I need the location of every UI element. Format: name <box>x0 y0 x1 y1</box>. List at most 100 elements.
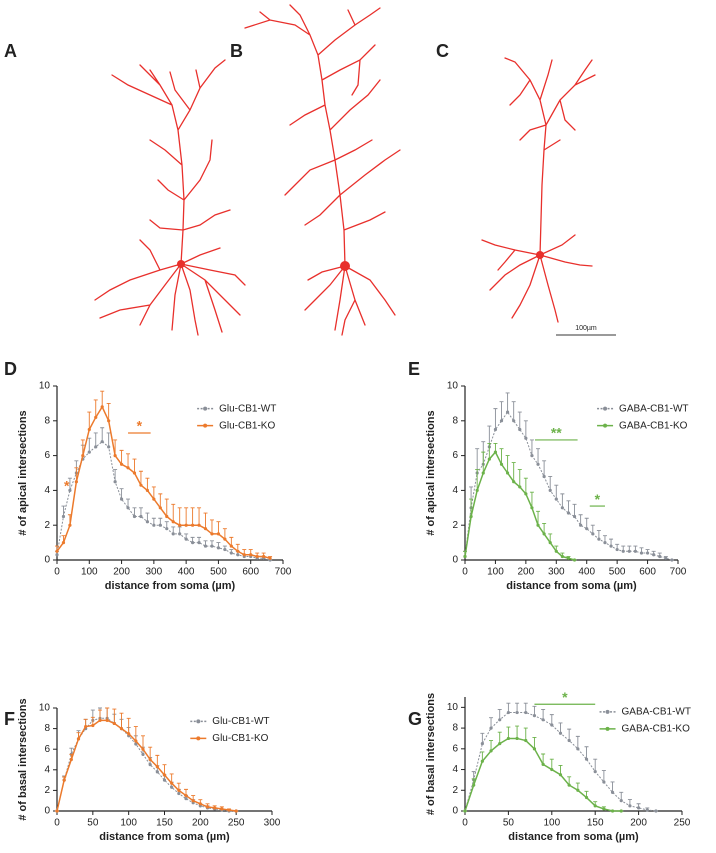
error-bar <box>119 449 124 465</box>
error-bar <box>98 709 102 721</box>
data-point <box>579 523 583 527</box>
y-tick-label: 10 <box>39 703 51 714</box>
data-point <box>126 506 130 510</box>
error-bar <box>517 411 522 430</box>
error-bar <box>489 717 494 729</box>
panel-label: G <box>408 709 422 729</box>
significance-marker: ** <box>551 425 562 441</box>
y-tick-label: 4 <box>452 764 458 775</box>
error-bar <box>489 740 494 751</box>
error-bar <box>566 500 571 514</box>
error-bar <box>87 437 92 453</box>
legend-label: GABA-CB1-KO <box>622 723 691 734</box>
data-point <box>171 532 175 536</box>
legend-marker <box>196 736 201 741</box>
y-tick-label: 4 <box>44 485 50 496</box>
error-bar <box>572 503 577 517</box>
data-point <box>541 762 545 766</box>
data-point <box>223 547 227 552</box>
data-point <box>107 419 111 423</box>
error-bar <box>536 448 541 465</box>
data-point <box>560 554 564 559</box>
data-point <box>481 471 485 475</box>
data-point <box>191 523 195 527</box>
data-point <box>191 541 195 545</box>
data-point <box>213 806 217 810</box>
error-bar <box>511 462 516 482</box>
x-tick-label: 150 <box>156 818 173 829</box>
legend-marker <box>603 423 608 428</box>
data-point <box>567 783 571 787</box>
data-point <box>487 457 491 461</box>
data-point <box>234 809 238 813</box>
data-point <box>530 506 534 510</box>
y-axis-label: # of apical intersections <box>17 410 29 535</box>
error-bar <box>145 477 150 491</box>
x-tick-label: 0 <box>462 818 468 829</box>
x-tick-label: 200 <box>192 818 209 829</box>
x-axis-label: distance from soma (µm) <box>99 831 230 843</box>
error-bar <box>542 460 547 477</box>
error-bar <box>523 420 528 439</box>
data-point <box>112 721 116 726</box>
data-point <box>184 537 188 541</box>
y-tick-label: 6 <box>44 450 50 461</box>
data-point <box>177 791 181 796</box>
data-point <box>524 492 528 496</box>
data-point <box>81 454 85 458</box>
error-bar <box>119 712 124 729</box>
legend-label: Glu-CB1-KO <box>219 420 275 431</box>
data-point <box>480 742 484 746</box>
y-tick-label: 0 <box>44 555 50 566</box>
x-tick-label: 700 <box>275 567 292 578</box>
error-bar <box>497 731 502 744</box>
error-bar <box>560 493 565 508</box>
legend-marker <box>203 423 208 428</box>
data-point <box>262 554 266 559</box>
error-bar <box>106 402 111 421</box>
data-point <box>566 556 571 560</box>
x-tick-label: 250 <box>674 818 691 829</box>
error-bar <box>148 746 153 760</box>
error-bar <box>164 498 169 517</box>
y-tick-label: 0 <box>452 806 458 817</box>
data-point <box>645 808 649 812</box>
data-point <box>532 747 537 751</box>
data-point <box>87 450 91 454</box>
data-point <box>94 415 98 419</box>
error-bar <box>523 727 528 741</box>
data-point <box>558 773 563 777</box>
error-bar <box>113 469 118 482</box>
data-point <box>139 514 143 519</box>
data-point <box>107 445 111 449</box>
legend-label: GABA-CB1-WT <box>619 403 688 414</box>
data-point <box>184 797 188 801</box>
data-point <box>105 718 109 722</box>
data-point <box>68 488 72 492</box>
error-bar <box>133 726 138 741</box>
error-bar <box>480 732 485 744</box>
data-point <box>602 807 606 811</box>
data-point <box>98 718 102 722</box>
x-tick-label: 400 <box>178 567 195 578</box>
error-bar <box>541 708 546 720</box>
panel-label: B <box>230 41 243 61</box>
error-bar <box>517 469 522 487</box>
data-point <box>155 765 159 769</box>
x-tick-label: 500 <box>609 567 626 578</box>
data-point <box>463 554 467 559</box>
error-bar <box>155 754 160 767</box>
data-point <box>255 554 259 559</box>
data-point <box>100 440 104 444</box>
data-point <box>518 485 522 489</box>
data-point <box>184 793 188 798</box>
error-bar <box>529 491 534 508</box>
data-point <box>91 723 95 728</box>
data-point <box>550 723 554 727</box>
data-point <box>249 553 253 557</box>
data-point <box>113 480 117 484</box>
y-tick-label: 4 <box>44 764 50 775</box>
error-bar <box>162 764 167 775</box>
data-point <box>609 544 613 548</box>
data-point <box>560 506 564 510</box>
